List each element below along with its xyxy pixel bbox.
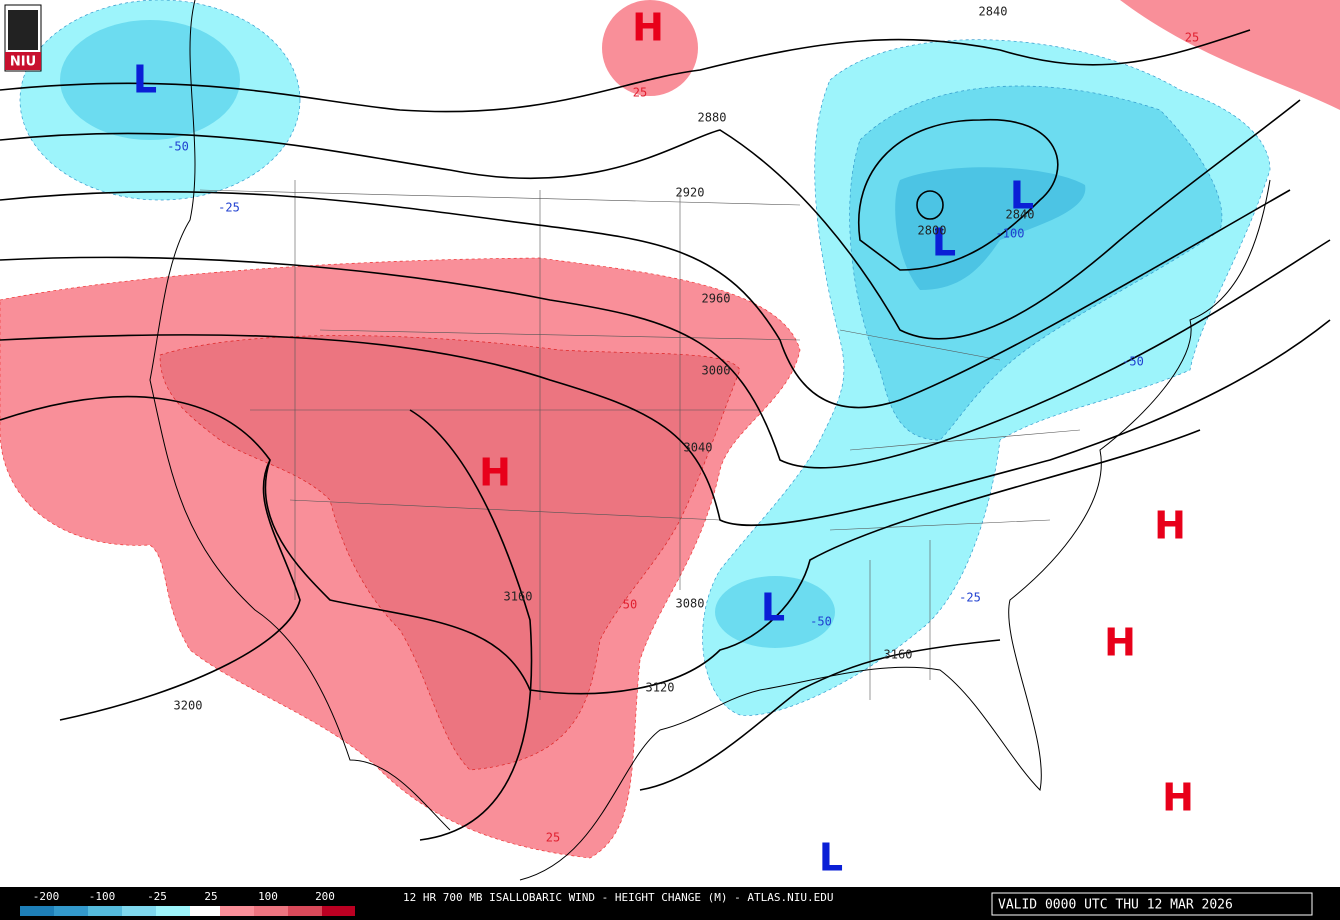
- logo-text: NIU: [10, 55, 36, 70]
- change-label: 50: [623, 598, 637, 612]
- legend: [20, 906, 355, 916]
- legend-label: 200: [315, 890, 335, 903]
- center-label: L: [819, 836, 843, 880]
- center-label: H: [632, 6, 664, 50]
- center-label: L: [761, 586, 785, 630]
- center-label: H: [1154, 504, 1186, 548]
- change-label: -50: [167, 140, 189, 154]
- height-labels: 2840 2880 2920 2800 2840 2960 3000 3040 3080 3120…: [174, 5, 1035, 713]
- pressure-centers: H L L L H H H H L L: [133, 6, 1194, 880]
- center-label: L: [1010, 174, 1034, 218]
- height-label: 3160: [884, 648, 913, 662]
- footer-title: 12 HR 700 MB ISALLOBARIC WIND - HEIGHT C…: [403, 891, 833, 904]
- change-label: -25: [218, 201, 240, 215]
- change-label: 25: [633, 86, 647, 100]
- center-label: H: [479, 451, 511, 495]
- geography: [149, 0, 1271, 881]
- height-label: 3080: [676, 597, 705, 611]
- center-label: H: [1162, 776, 1194, 820]
- change-label: 25: [546, 831, 560, 845]
- height-label: 3200: [174, 699, 203, 713]
- change-label: -25: [959, 591, 981, 605]
- height-label: 2840: [979, 5, 1008, 19]
- center-label: L: [932, 221, 956, 265]
- change-labels: 25 25 -50 -25 -100 -50 -50 -25 50 25: [167, 31, 1199, 845]
- height-label: 2840: [1006, 208, 1035, 222]
- center-label: L: [133, 58, 157, 102]
- legend-label: -200: [33, 890, 60, 903]
- logo: NIU: [4, 4, 42, 72]
- shading: [0, 0, 1340, 859]
- center-label: H: [1104, 621, 1136, 665]
- height-label: 3160: [504, 590, 533, 604]
- height-label: 2880: [698, 111, 727, 125]
- height-label: 3040: [684, 441, 713, 455]
- legend-labels: -200 -100 -25 25 100 200: [33, 890, 335, 903]
- height-label: 3000: [702, 364, 731, 378]
- legend-label: -100: [89, 890, 116, 903]
- height-label: 3120: [646, 681, 675, 695]
- change-label: -50: [810, 615, 832, 629]
- change-label: 25: [1185, 31, 1199, 45]
- change-label: -100: [996, 227, 1025, 241]
- height-label: 2960: [702, 292, 731, 306]
- legend-label: 100: [258, 890, 278, 903]
- legend-label: -25: [147, 890, 167, 903]
- valid-box: [991, 892, 1313, 916]
- legend-label: 25: [204, 890, 217, 903]
- height-label: 2920: [676, 186, 705, 200]
- change-label: -50: [1122, 355, 1144, 369]
- height-label: 2800: [918, 224, 947, 238]
- valid-time: VALID 0000 UTC THU 12 MAR 2026: [998, 898, 1233, 913]
- height-contours: [0, 29, 1331, 841]
